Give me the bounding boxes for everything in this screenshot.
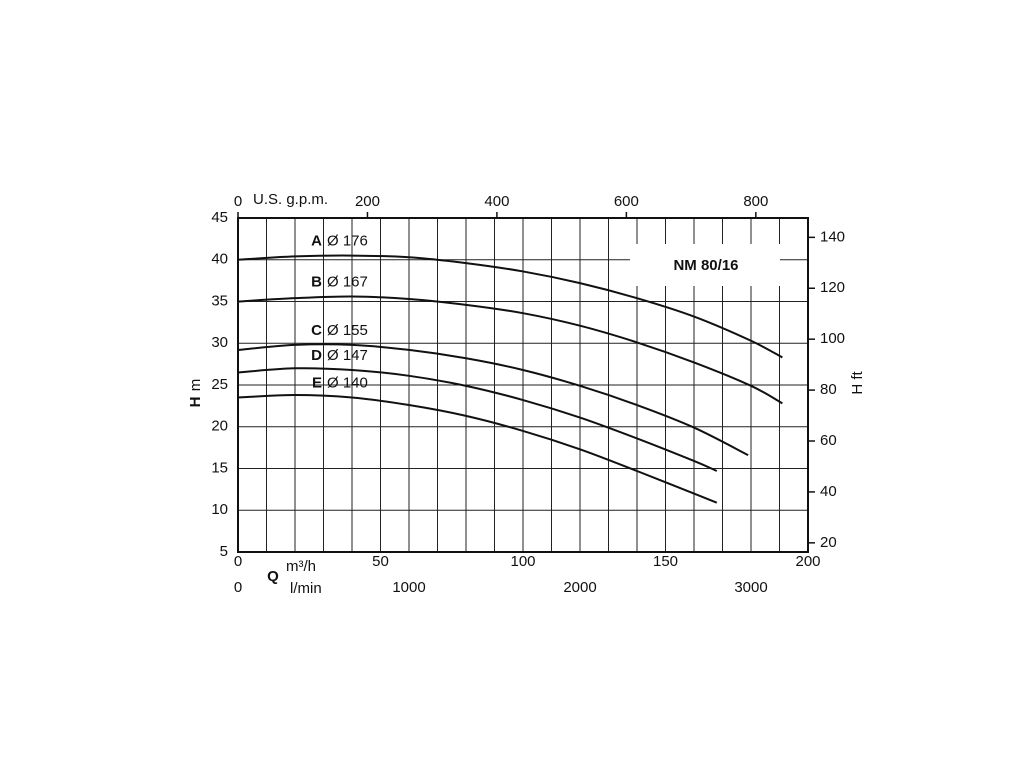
y-tick-label: 40 (211, 251, 228, 268)
curve-diameter: Ø 147 (327, 347, 368, 364)
y2-tick-label: 80 (820, 381, 837, 398)
curve-letter: D (311, 347, 322, 364)
pump-curve (237, 394, 718, 504)
top-tick-label: 0 (234, 193, 242, 210)
curve-diameter: Ø 176 (327, 233, 368, 250)
y2-tick-label: 40 (820, 483, 837, 500)
pump-curve (237, 343, 749, 457)
x-tick-label: 0 (234, 553, 242, 570)
y-tick-label: 45 (211, 209, 228, 226)
pump-curve (237, 295, 783, 405)
x-axis-label: Q (267, 568, 279, 585)
y2-tick-label: 20 (820, 534, 837, 551)
curve-letter: B (311, 273, 322, 290)
chart-title: NM 80/16 (673, 257, 738, 274)
x2-tick-label: 0 (234, 579, 242, 596)
x-axis2-unit: l/min (290, 580, 322, 597)
curve-letter: C (311, 322, 322, 339)
title-box (630, 244, 780, 286)
pump-curve (237, 254, 783, 359)
y-tick-label: 20 (211, 418, 228, 435)
y-axis-unit: m (187, 379, 204, 392)
x-axis-unit: m³/h (286, 558, 316, 575)
y2-tick-label: 140 (820, 228, 845, 245)
curve-letter: A (311, 233, 322, 250)
plot-frame (237, 217, 809, 553)
y-tick-label: 25 (211, 376, 228, 393)
top-tick-label: 800 (743, 193, 768, 210)
y2-tick-label: 120 (820, 279, 845, 296)
y-tick-label: 30 (211, 334, 228, 351)
top-tick-label: 600 (614, 193, 639, 210)
y2-axis-label: H ft (849, 371, 866, 395)
y-axis-label: H (187, 397, 204, 408)
pump-curve (237, 367, 718, 472)
y-tick-label: 10 (211, 501, 228, 518)
curve-diameter: Ø 140 (327, 374, 368, 391)
x2-tick-label: 3000 (734, 579, 767, 596)
x2-tick-label: 2000 (563, 579, 596, 596)
y-tick-label: 5 (220, 543, 228, 560)
top-tick-label: 400 (484, 193, 509, 210)
top-tick-label: 200 (355, 193, 380, 210)
x2-tick-label: 1000 (392, 579, 425, 596)
top-axis-label: U.S. g.p.m. (253, 191, 328, 208)
curve-letter: E (312, 374, 322, 391)
x-tick-label: 50 (372, 553, 389, 570)
curve-diameter: Ø 155 (327, 322, 368, 339)
x-tick-label: 200 (795, 553, 820, 570)
y2-tick-label: 100 (820, 330, 845, 347)
y-tick-label: 35 (211, 292, 228, 309)
x-tick-label: 150 (653, 553, 678, 570)
curve-diameter: Ø 167 (327, 273, 368, 290)
y2-tick-label: 60 (820, 432, 837, 449)
y-tick-label: 15 (211, 459, 228, 476)
x-tick-label: 100 (510, 553, 535, 570)
